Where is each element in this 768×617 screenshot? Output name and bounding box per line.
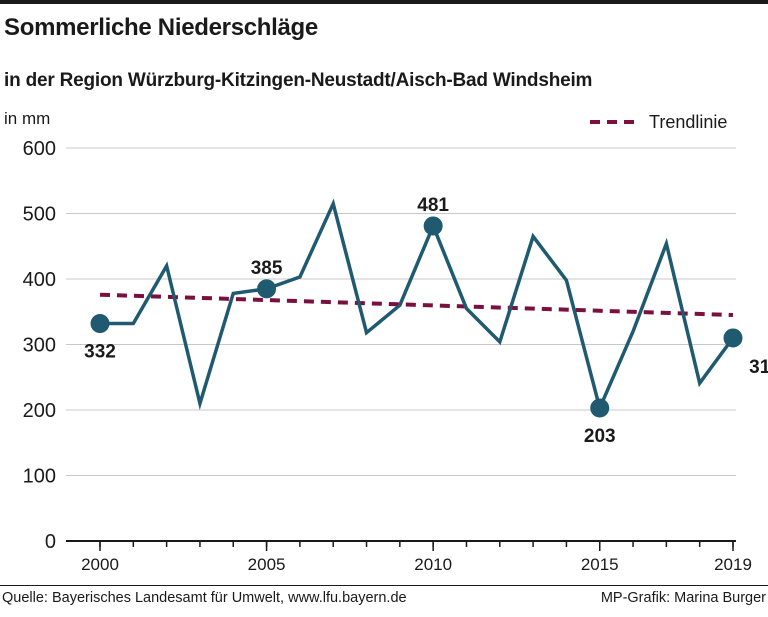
credit-note: MP-Grafik: Marina Burger [600,590,766,606]
data-point [423,216,443,236]
top-rule [0,0,768,4]
y-tick-label: 400 [23,269,56,291]
y-tick-label: 300 [23,335,56,357]
y-tick-label: 0 [45,531,56,553]
y-tick-label: 200 [23,400,56,422]
data-label: 481 [417,195,449,216]
trend-line [99,292,734,318]
y-axis-label: in mm [4,109,50,128]
x-tick-label: 2010 [414,555,452,574]
legend-trend-label: Trendlinie [649,112,727,132]
data-point [723,328,743,348]
series-line [100,198,735,414]
x-tick-label: 2015 [581,555,619,574]
footer-rule [0,585,768,586]
x-tick-label: 2019 [714,555,752,574]
y-tick-label: 600 [23,138,56,160]
data-label: 203 [584,426,616,447]
data-point [90,314,110,334]
data-label: 385 [251,258,283,279]
y-tick-label: 100 [23,466,56,488]
chart-subtitle: in der Region Würzburg-Kitzingen-Neustad… [4,70,593,91]
data-label: 310 [749,357,768,378]
data-label: 332 [84,342,116,363]
chart-title: Sommerliche Niederschläge [4,14,318,41]
x-tick-label: 2000 [81,555,119,574]
x-tick-label: 2005 [248,555,286,574]
y-tick-label: 500 [23,204,56,226]
data-point [590,398,610,418]
data-point [257,279,277,299]
source-note: Quelle: Bayerisches Landesamt für Umwelt… [2,590,407,606]
